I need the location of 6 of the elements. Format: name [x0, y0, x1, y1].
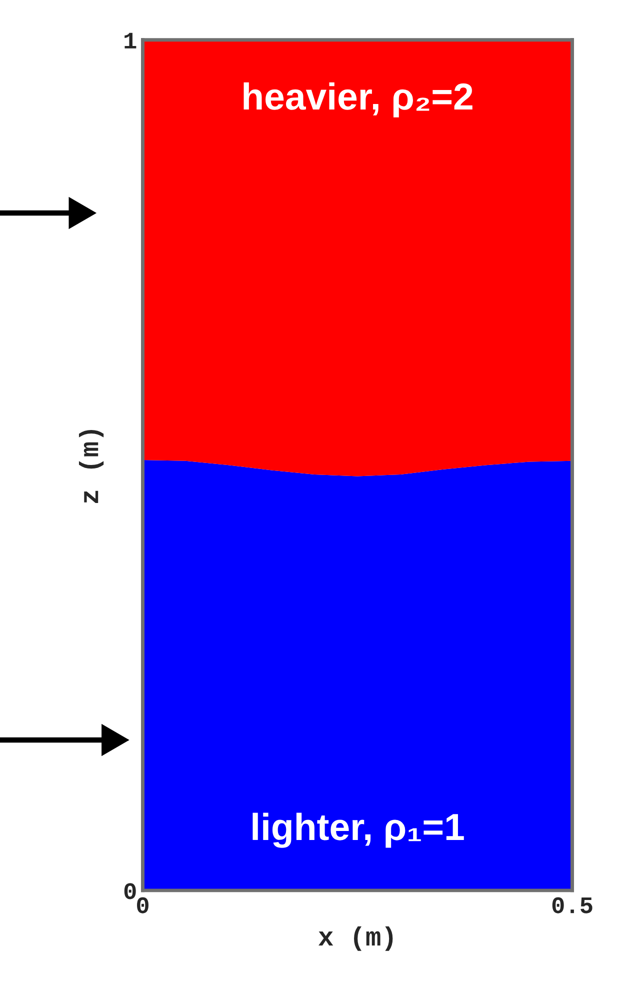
y-tick-label: 1 — [124, 32, 136, 48]
series-label: lighter, ρ₁=1 — [252, 812, 464, 848]
y-axis-title: z (m) — [78, 430, 104, 503]
x-tick-label: 0.5 — [552, 897, 592, 914]
series-label: heavier, ρ₂=2 — [244, 82, 472, 118]
x-axis-title: x (m) — [318, 926, 393, 951]
